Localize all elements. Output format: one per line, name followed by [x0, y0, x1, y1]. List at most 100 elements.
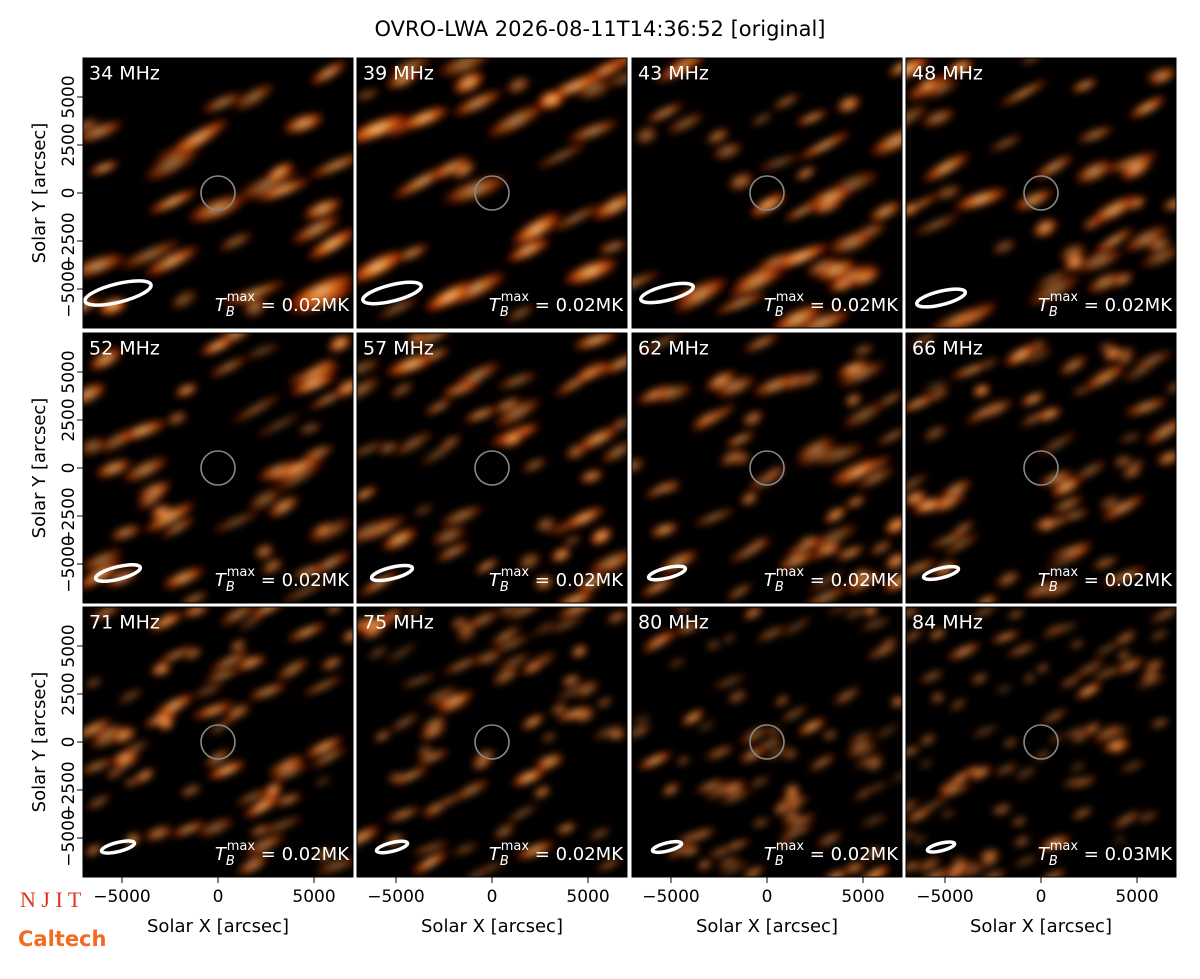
emission-blob — [988, 630, 1023, 644]
emission-blob — [690, 507, 739, 528]
tb-max-label: TBmax = 0.02MK — [215, 290, 350, 320]
emission-blob — [811, 442, 868, 467]
emission-blob — [918, 150, 974, 185]
panel-frame — [905, 57, 1177, 329]
beam — [646, 564, 688, 582]
emission-blob — [253, 543, 276, 560]
emission-blob — [949, 519, 977, 537]
emission-blob — [357, 568, 403, 599]
emission-blob — [851, 785, 877, 803]
emission-blob — [539, 733, 559, 742]
emission-blob — [958, 862, 989, 877]
emission-blob — [430, 689, 478, 710]
emission-blob — [934, 782, 975, 799]
frequency-label: 75 MHz — [363, 612, 434, 634]
emission-blob — [469, 757, 493, 770]
emission-blob — [552, 589, 598, 603]
emission-blob — [246, 824, 274, 837]
emission-blob — [669, 277, 731, 315]
panel — [906, 58, 1176, 328]
emission-blob — [532, 785, 552, 799]
emission-blob — [792, 442, 846, 469]
emission-blob — [546, 201, 606, 234]
emission-blob — [780, 199, 824, 223]
emission-blob — [1039, 549, 1091, 573]
emission-blob — [252, 176, 315, 204]
emission-blob — [925, 304, 988, 328]
emission-blob — [637, 575, 679, 599]
emission-blob — [357, 485, 380, 503]
emission-blob — [1073, 125, 1117, 145]
x-tick-label: −5000 — [642, 887, 700, 907]
emission-blob — [513, 839, 557, 861]
emission-blob — [1142, 415, 1176, 447]
emission-blob — [411, 503, 436, 517]
tb-max-label: TBmax = 0.02MK — [489, 565, 624, 595]
emission-blob — [919, 379, 952, 394]
emission-blob — [962, 397, 1008, 427]
emission-blob — [663, 111, 708, 136]
emission-blob — [197, 335, 239, 357]
emission-blob — [145, 611, 187, 633]
emission-blob — [679, 708, 707, 727]
emission-blob — [206, 648, 253, 674]
emission-blob — [503, 802, 541, 825]
emission-blob — [971, 383, 992, 398]
emission-blob — [359, 513, 411, 543]
emission-blob — [695, 719, 718, 733]
emission-blob — [824, 229, 878, 256]
emission-blob — [115, 687, 145, 705]
emission-blob — [853, 465, 898, 491]
emission-blob — [821, 730, 838, 740]
emission-blob — [1023, 272, 1085, 309]
emission-blob — [868, 539, 894, 556]
emission-blob — [992, 762, 1021, 776]
emission-blob — [937, 478, 974, 502]
emission-blob — [783, 783, 800, 797]
emission-blob — [202, 747, 233, 769]
emission-blob — [848, 267, 883, 288]
emission-blob — [584, 547, 627, 576]
emission-blob — [923, 79, 963, 101]
panel-frame — [905, 332, 1177, 604]
emission-blob — [979, 357, 1000, 369]
emission-blob — [577, 468, 606, 484]
emission-blob — [857, 813, 891, 828]
emission-blob — [649, 382, 696, 404]
emission — [357, 607, 627, 877]
emission-blob — [777, 704, 811, 724]
tb-symbol: T — [764, 570, 777, 591]
tb-superscript: max — [1050, 839, 1079, 854]
emission-blob — [83, 381, 109, 407]
emission-blob — [119, 454, 172, 484]
emission-blob — [821, 607, 863, 617]
emission-blob — [986, 133, 1026, 153]
emission-blob — [722, 264, 791, 302]
emission-blob — [917, 669, 946, 685]
emission-blob — [1021, 347, 1056, 365]
emission-blob — [775, 822, 818, 842]
emission-blob — [413, 748, 452, 766]
panel-background — [906, 607, 1176, 877]
njit-logo: N J I T — [20, 887, 82, 912]
emission-blob — [977, 848, 1002, 861]
emission-blob — [247, 607, 290, 620]
emission-blob — [296, 422, 324, 435]
y-axis-label: Solar Y [arcsec] — [29, 672, 50, 813]
tb-value: = 0.03MK — [1078, 844, 1173, 865]
emission-blob — [973, 593, 999, 603]
panel — [357, 333, 627, 603]
emission — [906, 607, 1176, 877]
emission-blob — [1148, 629, 1170, 642]
x-tick-label: 0 — [213, 887, 224, 907]
emission-blob — [918, 107, 958, 129]
tb-max-label: TBmax = 0.02MK — [1038, 290, 1173, 320]
panel — [632, 58, 902, 328]
solar-disk — [474, 724, 510, 760]
emission-blob — [96, 428, 137, 455]
emission-blob — [1148, 69, 1176, 86]
tb-symbol: T — [1038, 295, 1051, 316]
emission-blob — [141, 711, 181, 728]
emission-blob — [1020, 579, 1065, 600]
emission-blob — [404, 607, 424, 617]
